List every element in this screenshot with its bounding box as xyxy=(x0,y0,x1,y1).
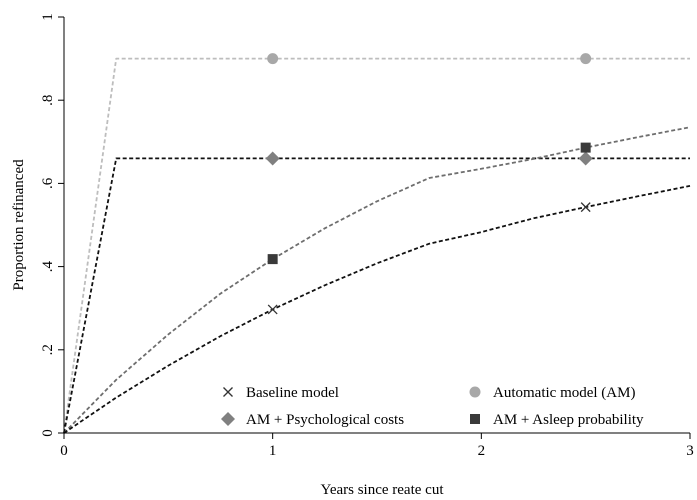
x-axis-title: Years since reate cut xyxy=(320,482,444,498)
point-series2-2 xyxy=(580,53,592,65)
point-series1-1 xyxy=(267,304,278,315)
legend-marker-1-stroke-b xyxy=(223,387,233,397)
y-axis-title: Proportion refinanced xyxy=(11,159,27,291)
x-tick-label-2: 1 xyxy=(269,443,277,459)
y-tick-label-5: .8 xyxy=(40,95,56,106)
point-series2-1 xyxy=(267,53,279,65)
plot-markers xyxy=(265,53,593,315)
legend-marker-1 xyxy=(223,387,233,397)
legend-marker-4 xyxy=(470,414,480,424)
y-tick-label-2: .2 xyxy=(40,344,56,355)
y-tick-label-4: .6 xyxy=(40,177,56,189)
legend-label-3: AM + Psychological costs xyxy=(246,412,404,428)
axes: 0 1 2 3 0 .2 .4 .6 .8 1 xyxy=(40,13,694,459)
point-series1-1-stroke-b xyxy=(267,304,278,315)
x-tick-label-4: 3 xyxy=(686,443,694,459)
point-series1-2-stroke-b xyxy=(580,202,591,213)
y-tick-label-1: 0 xyxy=(40,429,56,437)
point-series3-1 xyxy=(265,151,280,166)
point-series3-2 xyxy=(578,151,593,166)
legend-label-4: AM + Asleep probability xyxy=(493,412,644,428)
legend-marker-3 xyxy=(221,412,235,426)
x-tick-label-3: 2 xyxy=(478,443,486,459)
point-series4-1 xyxy=(267,254,278,265)
fit-line-1 xyxy=(63,57,690,434)
y-tick-label-6: 1 xyxy=(40,13,56,21)
point-series4-2 xyxy=(580,142,591,153)
y-tick-label-3: .4 xyxy=(40,260,56,272)
legend: Baseline model Automatic model (AM) AM + P… xyxy=(221,385,644,428)
fit-line-2 xyxy=(63,157,690,434)
x-tick-label-1: 0 xyxy=(60,443,68,459)
plot-lines xyxy=(63,57,691,434)
legend-label-2: Automatic model (AM) xyxy=(493,385,635,401)
legend-label-1: Baseline model xyxy=(246,385,339,401)
legend-marker-2 xyxy=(469,386,481,398)
point-series1-2 xyxy=(580,202,591,213)
